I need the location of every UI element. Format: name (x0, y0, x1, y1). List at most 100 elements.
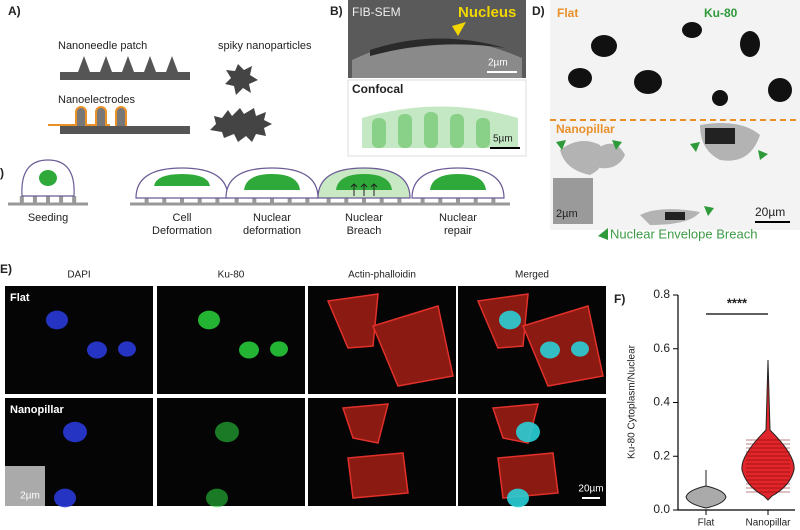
actin (521, 305, 604, 387)
nucleus (54, 488, 76, 508)
panel-label: B) (330, 4, 343, 18)
row-label: Nanopillar (10, 404, 65, 416)
image-title: FIB-SEM (352, 5, 401, 19)
pillar (344, 196, 349, 204)
pillar (19, 196, 24, 204)
pillar (162, 196, 167, 204)
y-tick-label: 0.6 (653, 341, 670, 355)
panel-label: F) (614, 292, 625, 306)
actin (371, 305, 454, 387)
nanoneedle-icon (60, 56, 190, 80)
nuclei (568, 22, 792, 106)
nucleus (507, 488, 529, 508)
condition-label: Nanopillar (556, 122, 615, 136)
image-title: Confocal (352, 82, 403, 96)
y-axis-label: Ku-80 Cytoplasm/Nuclear (627, 344, 638, 459)
microscopy-image (5, 286, 153, 394)
pillar (215, 196, 220, 204)
nucleus (63, 421, 87, 443)
panel-e: E) DAPI Ku-80 Actin-phalloidin Merged Flat Na… (0, 262, 606, 508)
microscopy-image (157, 286, 305, 394)
pillar (473, 196, 478, 204)
annotation: Nuclear Envelope Breach (610, 226, 757, 241)
nanoelectrodes (75, 106, 127, 126)
spiky-particle (225, 64, 258, 95)
step-label: repair (444, 225, 472, 237)
violin (741, 359, 795, 501)
microscopy-image (157, 398, 305, 506)
nucleus (239, 341, 259, 359)
panel-c: ) Seeding CellDeformationNucleardeformati… (0, 159, 510, 237)
column-header: Actin-phalloidin (348, 270, 416, 281)
pillar (180, 196, 184, 204)
nucleus (198, 310, 220, 330)
panel-label: E) (0, 262, 12, 276)
pillar (287, 196, 292, 204)
nucleus (244, 174, 300, 190)
pillar (72, 196, 77, 204)
pillar (305, 196, 310, 204)
pillar (197, 196, 202, 204)
column-header: Merged (515, 270, 549, 281)
scale-label: 2µm (488, 58, 508, 69)
step-label: deformation (243, 225, 301, 237)
x-tick-label: Nanopillar (745, 518, 791, 529)
panel-label: D) (532, 4, 545, 18)
step-label: Deformation (152, 225, 212, 237)
nucleus (118, 341, 136, 357)
breach-arrow (370, 183, 378, 196)
marker-label: Ku-80 (704, 6, 738, 20)
nucleus (571, 341, 589, 357)
pillar (379, 196, 384, 204)
step-label: Nuclear (345, 212, 383, 224)
step-label: Breach (347, 225, 382, 237)
item-label: spiky nanoparticles (218, 40, 312, 52)
pillar (32, 196, 37, 204)
nucleus (206, 488, 228, 508)
panel-f: F) Ku-80 Cytoplasm/Nuclear **** 0.0 0.2 0.… (614, 287, 795, 529)
nucleus (430, 174, 486, 190)
actin (347, 452, 409, 499)
panel-a: A) Nanoneedle patch spiky nanoparticles … (8, 4, 312, 142)
nucleus (87, 341, 107, 359)
column-header: Ku-80 (218, 270, 245, 281)
significance: **** (727, 295, 748, 310)
annotation: Nucleus (458, 4, 516, 21)
pillar (456, 196, 460, 204)
arrows (556, 140, 768, 240)
nucleus (499, 310, 521, 330)
substrate (60, 126, 190, 134)
panel-label: A) (8, 4, 21, 18)
arrow (452, 22, 466, 36)
step-label: Seeding (28, 212, 68, 224)
y-tick-label: 0.0 (653, 502, 670, 516)
panel-d: D) 2µm Flat Ku-80 Nanopillar 20µm Nuclea… (532, 0, 800, 241)
nucleus (39, 170, 57, 186)
actin (497, 452, 559, 499)
pillar (144, 196, 149, 204)
x-tick-label: Flat (698, 518, 715, 529)
scale-label: 20µm (578, 484, 603, 495)
step-label: Nuclear (253, 212, 291, 224)
condition-label: Flat (557, 6, 578, 20)
actin (341, 403, 389, 444)
breach-arrow (350, 183, 358, 196)
scale-label: 2µm (556, 208, 578, 220)
y-tick-label: 0.4 (653, 395, 670, 409)
pillar (420, 196, 425, 204)
y-tick-label: 0.2 (653, 448, 670, 462)
pillar (252, 196, 257, 204)
nucleus (46, 310, 68, 330)
nucleus (516, 421, 540, 443)
inset (5, 466, 45, 506)
nucleus (154, 174, 210, 186)
pillar (438, 196, 443, 204)
pillar (270, 196, 274, 204)
scale-label: 5µm (493, 134, 513, 145)
scale-label: 20µm (755, 205, 785, 219)
nucleus-pillars (665, 212, 685, 220)
y-tick-label: 0.8 (653, 287, 670, 301)
nucleus (540, 341, 560, 359)
breach-arrow (360, 183, 368, 196)
